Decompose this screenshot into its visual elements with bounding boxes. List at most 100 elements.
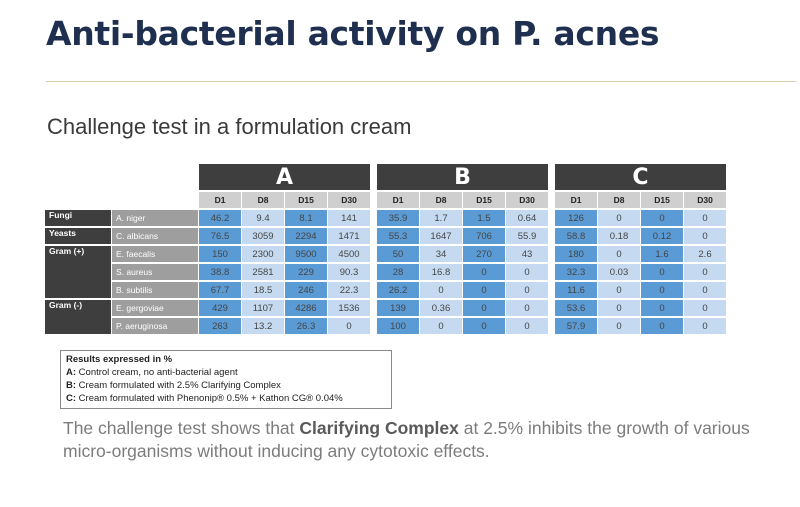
legend-text: Cream formulated with Phenonip® 0.5% + K… (76, 393, 343, 404)
day-header: D15 (463, 192, 505, 208)
legend-item-c: C: Cream formulated with Phenonip® 0.5% … (66, 392, 386, 405)
value-cell: 35.9 (377, 210, 419, 226)
value-cell: 13.2 (242, 318, 284, 334)
day-header: D30 (506, 192, 548, 208)
day-header: D15 (285, 192, 327, 208)
day-header: D1 (199, 192, 241, 208)
value-cell: 0 (598, 210, 640, 226)
table-row: Yeasts C. albicans 76.5 3059 2294 1471 55.3 164… (45, 228, 726, 244)
category-label: Gram (+) (45, 246, 111, 298)
organism-label: C. albicans (112, 228, 198, 244)
table-row: B. subtilis 67.7 18.5 246 22.3 26.2 0 0 0 11.6 0 0 0 (45, 282, 726, 298)
value-cell: 9500 (285, 246, 327, 262)
value-cell: 0 (328, 318, 370, 334)
value-cell: 0 (463, 318, 505, 334)
value-cell: 0 (463, 300, 505, 316)
table-body: Fungi A. niger 46.2 9.4 8.1 141 35.9 1.7 1.5 0.64… (45, 210, 726, 334)
value-cell: 0 (598, 318, 640, 334)
value-cell: 50 (377, 246, 419, 262)
value-cell: 0 (684, 300, 726, 316)
value-cell: 0 (684, 228, 726, 244)
value-cell: 0.12 (641, 228, 683, 244)
value-cell: 9.4 (242, 210, 284, 226)
value-cell: 1107 (242, 300, 284, 316)
value-cell: 0 (641, 318, 683, 334)
value-cell: 55.9 (506, 228, 548, 244)
table-row: P. aeruginosa 263 13.2 26.3 0 100 0 0 0 57.9 0 0 0 (45, 318, 726, 334)
organism-label: A. niger (112, 210, 198, 226)
day-header-row: D1 D8 D15 D30 D1 D8 D15 D30 D1 D8 D15 D30 (45, 192, 726, 208)
value-cell: 53.6 (555, 300, 597, 316)
organism-label: E. gergoviae (112, 300, 198, 316)
value-cell: 32.3 (555, 264, 597, 280)
value-cell: 8.1 (285, 210, 327, 226)
value-cell: 3059 (242, 228, 284, 244)
value-cell: 0 (684, 282, 726, 298)
value-cell: 28 (377, 264, 419, 280)
day-header: D1 (555, 192, 597, 208)
table-row: S. aureus 38.8 2581 229 90.3 28 16.8 0 0 32.3 0.03… (45, 264, 726, 280)
value-cell: 55.3 (377, 228, 419, 244)
value-cell: 706 (463, 228, 505, 244)
legend-heading: Results expressed in % (66, 354, 173, 365)
value-cell: 11.6 (555, 282, 597, 298)
conclusion-part: at 2.5% inhibits the growth of various m… (63, 418, 750, 461)
day-header: D8 (242, 192, 284, 208)
value-cell: 90.3 (328, 264, 370, 280)
value-cell: 0 (641, 210, 683, 226)
value-cell: 0 (506, 264, 548, 280)
value-cell: 0 (641, 300, 683, 316)
group-header-row: A B C (45, 164, 726, 190)
table-row: Fungi A. niger 46.2 9.4 8.1 141 35.9 1.7 1.5 0.64… (45, 210, 726, 226)
category-label: Gram (-) (45, 300, 111, 334)
value-cell: 67.7 (199, 282, 241, 298)
value-cell: 1647 (420, 228, 462, 244)
value-cell: 34 (420, 246, 462, 262)
value-cell: 0 (684, 264, 726, 280)
page-subtitle: Challenge test in a formulation cream (47, 114, 412, 139)
organism-label: S. aureus (112, 264, 198, 280)
value-cell: 0 (420, 318, 462, 334)
value-cell: 229 (285, 264, 327, 280)
legend-text: Cream formulated with 2.5% Clarifying Co… (76, 380, 281, 391)
challenge-test-table: A B C D1 D8 D15 D30 D1 D8 D15 D30 D1 D8 D15 D30 Fun… (44, 162, 727, 336)
value-cell: 2294 (285, 228, 327, 244)
day-header: D30 (684, 192, 726, 208)
value-cell: 0 (420, 282, 462, 298)
category-label: Fungi (45, 210, 111, 226)
value-cell: 0 (598, 300, 640, 316)
legend-item-a: A: Control cream, no anti-bacterial agen… (66, 366, 386, 379)
value-cell: 0.36 (420, 300, 462, 316)
value-cell: 0 (684, 318, 726, 334)
value-cell: 139 (377, 300, 419, 316)
value-cell: 46.2 (199, 210, 241, 226)
value-cell: 0.64 (506, 210, 548, 226)
value-cell: 0 (641, 264, 683, 280)
value-cell: 0 (506, 300, 548, 316)
organism-label: E. faecalis (112, 246, 198, 262)
value-cell: 126 (555, 210, 597, 226)
legend-text: Control cream, no anti-bacterial agent (76, 367, 238, 378)
day-header: D8 (420, 192, 462, 208)
value-cell: 429 (199, 300, 241, 316)
category-label: Yeasts (45, 228, 111, 244)
group-header-b: B (377, 164, 548, 190)
value-cell: 4500 (328, 246, 370, 262)
value-cell: 26.2 (377, 282, 419, 298)
conclusion-text: The challenge test shows that Clarifying… (63, 417, 783, 463)
value-cell: 0 (598, 282, 640, 298)
conclusion-highlight: Clarifying Complex (299, 418, 459, 438)
value-cell: 0 (506, 282, 548, 298)
value-cell: 22.3 (328, 282, 370, 298)
value-cell: 0.18 (598, 228, 640, 244)
value-cell: 1.5 (463, 210, 505, 226)
conclusion-part: The challenge test shows that (63, 418, 300, 438)
value-cell: 38.8 (199, 264, 241, 280)
value-cell: 263 (199, 318, 241, 334)
value-cell: 0 (506, 318, 548, 334)
organism-label: P. aeruginosa (112, 318, 198, 334)
value-cell: 16.8 (420, 264, 462, 280)
value-cell: 43 (506, 246, 548, 262)
title-divider (46, 81, 796, 82)
legend-key: C: (66, 393, 77, 404)
